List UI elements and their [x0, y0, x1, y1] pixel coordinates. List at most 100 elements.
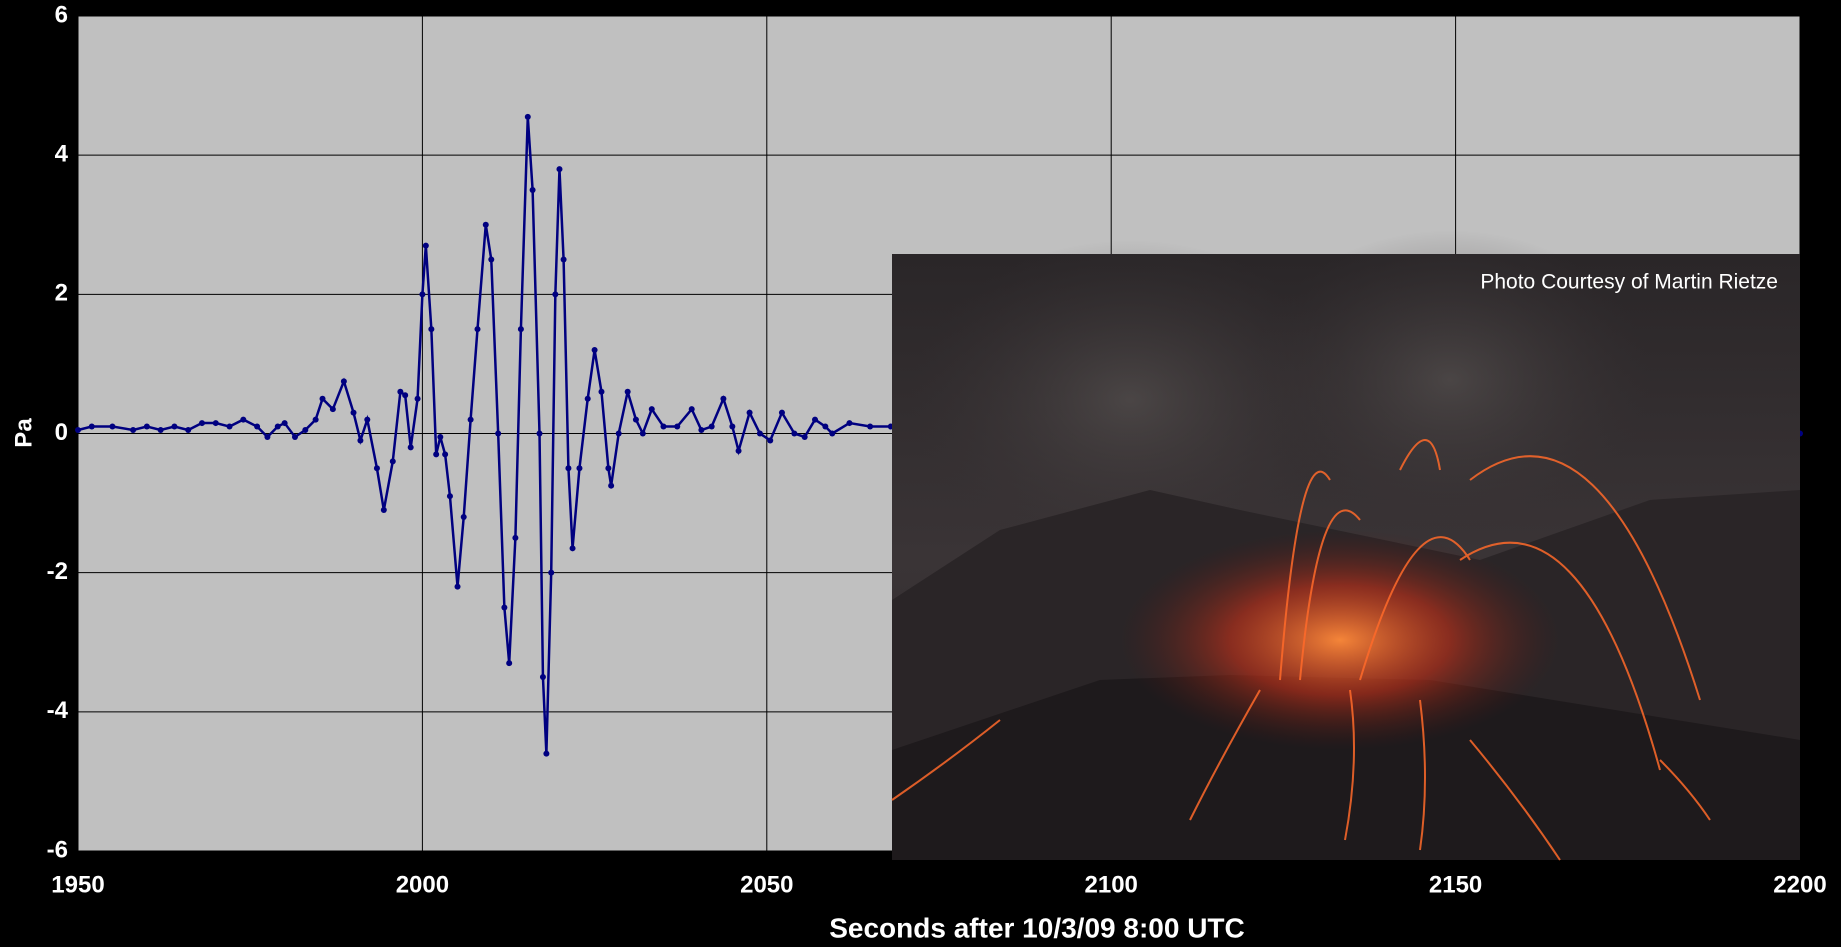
data-point	[143, 423, 150, 430]
data-point	[467, 416, 474, 423]
data-point	[454, 583, 461, 590]
data-point	[867, 423, 874, 430]
data-point	[512, 534, 519, 541]
data-point	[543, 750, 550, 757]
data-point	[329, 406, 336, 413]
data-point	[624, 388, 631, 395]
data-point	[846, 420, 853, 427]
data-point	[350, 409, 357, 416]
data-point	[340, 378, 347, 385]
data-point	[109, 423, 116, 430]
data-point	[419, 291, 426, 298]
data-point	[240, 416, 247, 423]
data-point	[357, 437, 364, 444]
data-point	[428, 326, 435, 333]
y-tick-label: 4	[55, 141, 69, 168]
y-tick-label: -2	[47, 558, 68, 585]
x-axis-label: Seconds after 10/3/09 8:00 UTC	[829, 912, 1245, 943]
data-point	[75, 427, 81, 434]
data-point	[767, 437, 774, 444]
data-point	[501, 604, 508, 611]
data-point	[615, 430, 622, 437]
data-point	[488, 256, 495, 263]
data-point	[380, 507, 387, 514]
data-point	[433, 451, 440, 458]
data-point	[397, 388, 404, 395]
data-point	[698, 427, 705, 434]
data-point	[373, 465, 380, 472]
data-point	[608, 482, 615, 489]
x-tick-label: 1950	[51, 871, 104, 898]
data-point	[88, 423, 95, 430]
data-point	[829, 430, 836, 437]
data-point	[185, 427, 192, 434]
data-point	[756, 430, 763, 437]
data-point	[407, 444, 414, 451]
data-point	[226, 423, 233, 430]
data-point	[389, 458, 396, 465]
data-point	[598, 388, 605, 395]
x-tick-label: 2150	[1429, 871, 1482, 898]
data-point	[729, 423, 736, 430]
data-point	[801, 433, 808, 440]
x-tick-label: 2050	[740, 871, 793, 898]
data-point	[591, 347, 598, 353]
y-tick-label: 6	[55, 1, 68, 28]
data-point	[157, 427, 164, 434]
data-point	[460, 514, 467, 520]
data-point	[569, 545, 576, 552]
y-tick-label: 2	[55, 280, 68, 307]
data-point	[402, 392, 409, 399]
data-point	[720, 395, 727, 402]
data-point	[648, 406, 655, 413]
data-point	[674, 423, 681, 430]
data-point	[364, 416, 371, 423]
data-point	[584, 395, 591, 402]
data-point	[254, 423, 261, 430]
data-point	[791, 430, 798, 437]
y-tick-label: -4	[47, 697, 69, 724]
data-point	[688, 406, 695, 413]
data-point	[536, 430, 543, 437]
data-point	[446, 493, 453, 500]
data-point	[198, 420, 205, 427]
data-point	[548, 569, 555, 576]
data-point	[822, 423, 829, 430]
data-point	[708, 423, 715, 430]
data-point	[529, 186, 536, 193]
data-point	[639, 430, 646, 437]
data-point	[735, 447, 742, 454]
data-point	[576, 465, 583, 472]
data-point	[632, 416, 639, 423]
data-point	[660, 423, 667, 430]
data-point	[812, 416, 819, 423]
data-point	[746, 409, 753, 416]
data-point	[414, 395, 421, 402]
data-point	[495, 430, 502, 437]
data-point	[422, 242, 429, 249]
data-point	[524, 113, 531, 120]
data-point	[482, 221, 489, 228]
data-point	[281, 420, 288, 427]
data-point	[130, 427, 137, 434]
data-point	[552, 291, 559, 298]
data-point	[212, 420, 219, 427]
y-tick-label: -6	[47, 836, 68, 863]
data-point	[560, 256, 567, 263]
data-point	[442, 451, 449, 458]
data-point	[565, 465, 572, 472]
data-point	[264, 433, 271, 440]
photo: Photo Courtesy of Martin Rietze	[891, 230, 1800, 861]
y-tick-label: 0	[55, 419, 68, 446]
data-point	[539, 674, 546, 681]
data-point	[506, 660, 513, 667]
data-point	[605, 465, 612, 472]
data-point	[291, 433, 298, 440]
data-point	[302, 427, 309, 434]
x-tick-label: 2200	[1773, 871, 1826, 898]
data-point	[556, 166, 563, 173]
data-point	[517, 326, 524, 333]
photo-credit: Photo Courtesy of Martin Rietze	[1480, 271, 1778, 294]
data-point	[474, 326, 481, 333]
